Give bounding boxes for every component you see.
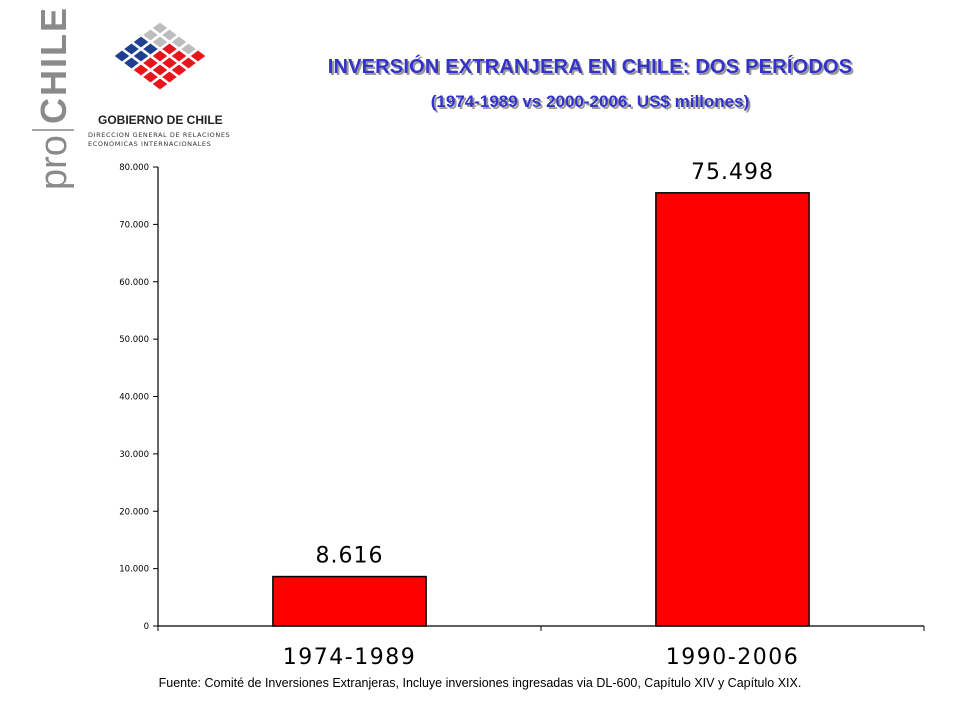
emblem-cube — [179, 56, 198, 70]
bar-1974-1989 — [272, 575, 427, 627]
gov-dept-line1: DIRECCION GENERAL DE RELACIONES — [88, 131, 230, 139]
emblem-cube — [179, 42, 198, 56]
emblem-cube — [151, 63, 169, 77]
emblem-cube — [170, 63, 188, 77]
y-tick-label: 40.000 — [119, 393, 149, 403]
gov-dept-line2: ECONOMICAS INTERNACIONALES — [88, 140, 211, 148]
y-tick-label: 30.000 — [119, 450, 149, 460]
emblem-cube — [170, 35, 188, 49]
emblem-cube — [151, 35, 169, 49]
emblem-cube — [151, 49, 169, 63]
bar-1990-2006 — [655, 192, 810, 627]
emblem-cube — [122, 56, 141, 70]
emblem-cube — [122, 42, 141, 56]
emblem-cube — [113, 49, 131, 63]
emblem-cube — [132, 35, 150, 49]
gobierno-emblem-icon — [113, 21, 207, 91]
emblem-cube — [160, 70, 179, 84]
y-tick-label: 60.000 — [119, 278, 149, 288]
data-label: 75.498 — [691, 160, 774, 185]
emblem-cube — [160, 28, 179, 42]
emblem-cube — [189, 49, 207, 63]
emblem-cube — [132, 49, 150, 63]
bar-chart: 0 10.000 20.000 30.000 40.000 50.000 60.000 70.… — [119, 160, 925, 670]
emblem-cube — [141, 56, 160, 70]
x-tick-label: 1974-1989 — [283, 645, 416, 670]
x-tick-label: 1990-2006 — [666, 645, 799, 670]
emblem-cube — [141, 28, 160, 42]
emblem-cube — [141, 70, 160, 84]
bars — [272, 192, 810, 627]
emblem-cube — [160, 56, 179, 70]
source-note: Fuente: Comité de Inversiones Extranjera… — [158, 676, 802, 690]
chart-subtitle: (1974-1989 vs 2000-2006. US$ millones) — [430, 92, 750, 111]
emblem-cube — [141, 42, 160, 56]
y-tick-label: 10.000 — [119, 565, 149, 575]
brand-area: pro CHILE GOBIERNO DE CHILE DIRECCION GE… — [32, 6, 230, 190]
emblem-cube — [151, 21, 169, 35]
prochile-logo: pro CHILE — [32, 6, 75, 190]
emblem-cube — [132, 63, 150, 77]
y-axis: 0 10.000 20.000 30.000 40.000 50.000 60.000 70.… — [119, 163, 159, 632]
emblem-cube — [170, 49, 188, 63]
emblem-cube — [151, 77, 169, 91]
data-labels: 8.616 75.498 — [316, 160, 774, 569]
emblem-cube — [160, 42, 179, 56]
y-tick-label: 80.000 — [119, 163, 149, 173]
x-axis: 1974-1989 1990-2006 — [157, 625, 925, 670]
logo-pro-text: pro — [33, 135, 75, 190]
y-tick-label: 0 — [144, 622, 149, 632]
chart-title: INVERSIÓN EXTRANJERA EN CHILE: DOS PERÍO… — [327, 56, 853, 78]
logo-chile-text: CHILE — [33, 6, 74, 124]
data-label: 8.616 — [316, 544, 384, 569]
y-tick-label: 20.000 — [119, 507, 149, 517]
gov-name-text: GOBIERNO DE CHILE — [98, 113, 223, 127]
y-tick-label: 50.000 — [119, 335, 149, 345]
chart-titles: INVERSIÓN EXTRANJERA EN CHILE: DOS PERÍO… — [230, 56, 950, 112]
y-tick-label: 70.000 — [119, 220, 149, 230]
